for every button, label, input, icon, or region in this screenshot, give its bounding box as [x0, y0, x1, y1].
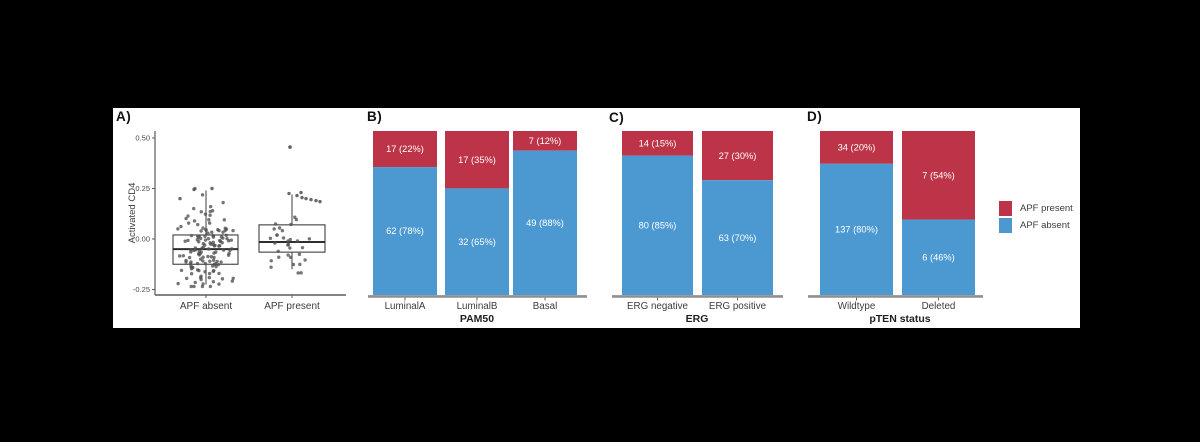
panel-b-svg: 17 (22%) 62 (78%) 17 (35%) 32 (65%) 7 (12%) 4… — [368, 131, 587, 325]
bar-segment-absent — [513, 150, 577, 295]
panel-d-svg: 34 (20%) 137 (80%) 7 (54%) 6 (46%) Wildtype D… — [808, 131, 983, 325]
svg-text:7 (12%): 7 (12%) — [529, 136, 562, 146]
bar-segment-absent — [702, 180, 773, 295]
panel-a-jitter-points — [176, 145, 322, 289]
svg-text:17 (35%): 17 (35%) — [458, 155, 496, 165]
svg-text:Wildtype: Wildtype — [838, 301, 876, 312]
stacked-bar-axis: LuminalA LuminalB Basal PAM50 — [368, 295, 587, 325]
x-axis-title: pTEN status — [869, 313, 930, 325]
bar-segment-absent — [373, 167, 437, 295]
legend-label-apf-absent: APF absent — [1020, 220, 1070, 231]
bar-segment-present — [445, 131, 509, 189]
svg-text:80 (85%): 80 (85%) — [639, 221, 677, 231]
svg-text:Basal: Basal — [533, 301, 558, 312]
svg-text:14 (15%): 14 (15%) — [639, 139, 677, 149]
svg-text:0.00: 0.00 — [135, 235, 150, 244]
svg-text:49 (88%): 49 (88%) — [526, 218, 564, 228]
bar-segment-present — [820, 131, 893, 164]
panel-a-boxplot-jitter: 0.50 0.25 0.00 -0.25 Activated CD4 APF absent… — [113, 108, 363, 328]
panel-b-label: B) — [367, 109, 383, 124]
bar-segment-present — [902, 131, 975, 220]
svg-text:137 (80%): 137 (80%) — [835, 225, 878, 235]
figure-panel: A) B) C) D) 0.50 0.25 0.00 -0.25 Activated C… — [113, 108, 1080, 328]
svg-text:APF present: APF present — [264, 301, 320, 312]
legend-item-apf-absent: APF absent — [999, 218, 1073, 233]
svg-text:LuminalA: LuminalA — [385, 301, 426, 312]
bar-segment-present — [622, 131, 693, 156]
svg-text:0.50: 0.50 — [135, 134, 150, 143]
bar-segment-present — [513, 131, 577, 151]
panel-b-stacked-bars-pam50: 17 (22%) 62 (78%) 17 (35%) 32 (65%) 7 (12%) 4… — [363, 108, 603, 328]
panel-c-svg: 14 (15%) 80 (85%) 27 (30%) 63 (70%) ERG nega… — [612, 131, 783, 325]
panel-a-boxplots — [172, 190, 326, 285]
panel-a-svg: 0.50 0.25 0.00 -0.25 Activated CD4 APF absent… — [127, 131, 346, 312]
x-axis-title: ERG — [686, 313, 709, 325]
panel-c-stacked-bars-erg: 14 (15%) 80 (85%) 27 (30%) 63 (70%) ERG nega… — [603, 108, 803, 328]
x-axis-title: PAM50 — [460, 313, 494, 325]
bar-segment-present — [702, 131, 773, 181]
svg-text:-0.25: -0.25 — [133, 285, 150, 294]
svg-text:32 (65%): 32 (65%) — [458, 237, 496, 247]
svg-text:6 (46%): 6 (46%) — [922, 252, 955, 262]
svg-text:ERG negative: ERG negative — [627, 301, 689, 312]
panel-d-stacked-bars-pten: 34 (20%) 137 (80%) 7 (54%) 6 (46%) Wildtype D… — [803, 108, 998, 328]
apf-present-swatch-icon — [999, 201, 1012, 216]
bar-segment-absent — [902, 219, 975, 295]
svg-text:27 (30%): 27 (30%) — [719, 151, 757, 161]
svg-text:34 (20%): 34 (20%) — [838, 143, 876, 153]
apf-absent-swatch-icon — [999, 218, 1012, 233]
panel-a-category-labels: APF absent APF present — [180, 295, 320, 312]
bar-segment-present — [373, 131, 437, 168]
panel-a-ylabel: Activated CD4 — [127, 183, 138, 244]
svg-text:Deleted: Deleted — [922, 301, 956, 312]
panel-a-axes: 0.50 0.25 0.00 -0.25 Activated CD4 — [127, 131, 346, 296]
svg-text:7 (54%): 7 (54%) — [922, 170, 955, 180]
svg-text:ERG positive: ERG positive — [709, 301, 767, 312]
panel-d-label: D) — [807, 109, 823, 124]
panel-a-label: A) — [116, 109, 132, 124]
svg-text:0.25: 0.25 — [135, 184, 150, 193]
panel-c-label: C) — [609, 110, 625, 125]
bar-segment-absent — [820, 163, 893, 295]
svg-text:62 (78%): 62 (78%) — [386, 226, 424, 236]
stacked-bars: 34 (20%) 137 (80%) 7 (54%) 6 (46%) — [820, 131, 975, 295]
stacked-bars: 14 (15%) 80 (85%) 27 (30%) 63 (70%) — [622, 131, 773, 295]
bar-segment-absent — [445, 188, 509, 295]
bar-segment-absent — [622, 155, 693, 295]
svg-text:APF absent: APF absent — [180, 301, 232, 312]
svg-text:17 (22%): 17 (22%) — [386, 144, 424, 154]
svg-text:LuminalB: LuminalB — [457, 301, 498, 312]
legend-item-apf-present: APF present — [999, 201, 1073, 216]
legend-label-apf-present: APF present — [1020, 203, 1073, 214]
stacked-bars: 17 (22%) 62 (78%) 17 (35%) 32 (65%) 7 (12%) 4… — [373, 131, 577, 295]
legend: APF present APF absent — [999, 201, 1073, 235]
svg-text:63 (70%): 63 (70%) — [719, 233, 757, 243]
